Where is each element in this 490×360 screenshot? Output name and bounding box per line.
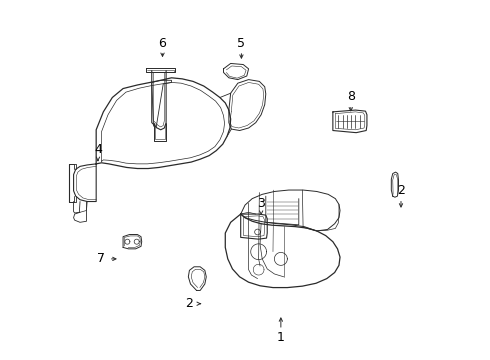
Text: 6: 6 <box>159 36 167 50</box>
Text: 3: 3 <box>257 197 265 210</box>
Text: 4: 4 <box>94 143 102 156</box>
Text: 2: 2 <box>186 297 194 310</box>
Text: 1: 1 <box>277 331 285 344</box>
Text: 7: 7 <box>97 252 105 265</box>
Text: 2: 2 <box>397 184 405 197</box>
Text: 8: 8 <box>347 90 355 103</box>
Text: 5: 5 <box>238 36 245 50</box>
